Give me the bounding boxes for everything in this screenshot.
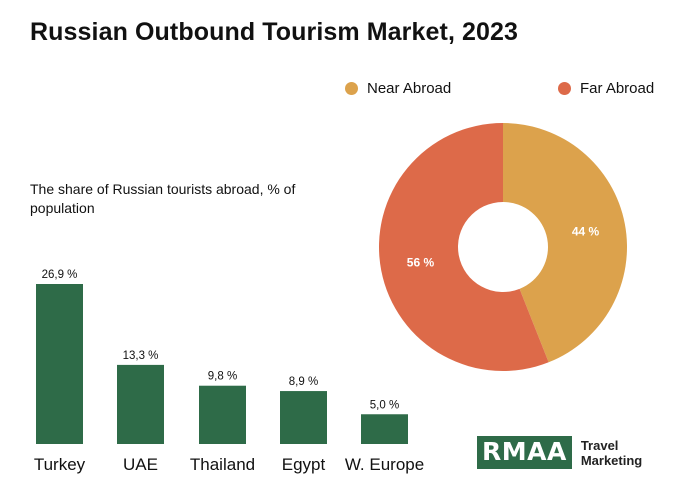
bar-turkey (36, 284, 83, 444)
logo-line-1: Travel (580, 437, 619, 453)
legend-item-far-abroad: Far Abroad (558, 80, 654, 97)
pie-slice-far-abroad (378, 123, 549, 372)
bar-egypt (280, 391, 327, 444)
pie-legend: Near Abroad Far Abroad (345, 80, 685, 100)
bar-thailand (199, 385, 246, 444)
category-label: UAE (123, 455, 158, 474)
rmaa-logo: RMAA Travel Marketing (477, 436, 642, 469)
bar-w-europe (361, 414, 408, 444)
legend-item-near-abroad: Near Abroad (345, 80, 451, 97)
logo-line-2: Marketing (580, 452, 643, 468)
logo-mark: RMAA (477, 436, 572, 469)
bar-value-label: 9,8 % (208, 371, 237, 383)
bar-chart-subtitle: The share of Russian tourists abroad, % … (30, 181, 296, 216)
bar-value-label: 5,0 % (370, 399, 399, 411)
bar-uae (117, 364, 164, 444)
bar-value-label: 26,9 % (42, 269, 78, 281)
category-label: Thailand (190, 455, 255, 474)
category-label: Turkey (34, 455, 86, 474)
legend-swatch-near-abroad (345, 82, 358, 95)
bar-value-label: 13,3 % (123, 350, 159, 362)
category-label: W. Europe (345, 455, 424, 474)
bar-value-label: 8,9 % (289, 376, 318, 388)
chart-title: Russian Outbound Tourism Market, 2023 (30, 18, 519, 46)
category-label: Egypt (282, 455, 326, 474)
legend-label-far-abroad: Far Abroad (580, 80, 655, 97)
legend-label-near-abroad: Near Abroad (367, 80, 452, 97)
logo-wordmark: Travel Marketing (581, 438, 642, 468)
pie-slice-near-abroad (503, 123, 627, 363)
pie-slice-label: 56 % (407, 256, 435, 270)
legend-swatch-far-abroad (558, 82, 571, 95)
pie-slice-label: 44 % (572, 224, 600, 238)
